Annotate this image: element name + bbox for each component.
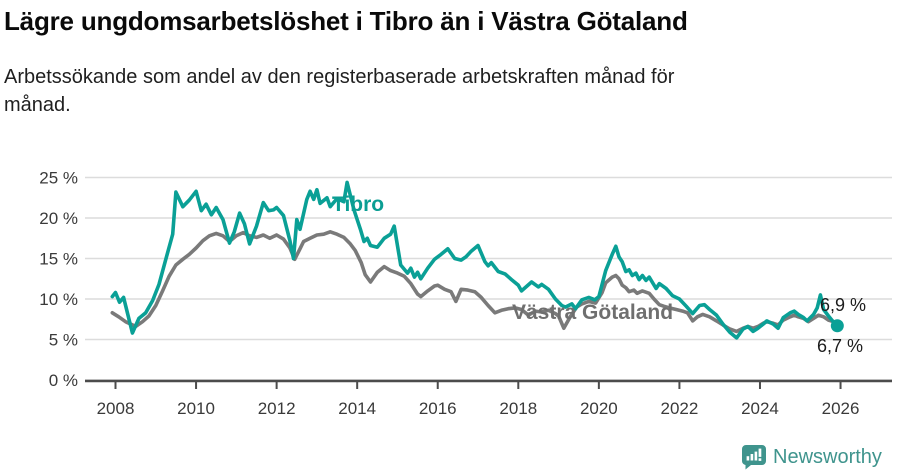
newsworthy-wordmark: Newsworthy	[773, 445, 882, 468]
x-axis-label: 2018	[499, 399, 537, 418]
x-axis-label: 2008	[97, 399, 135, 418]
y-axis-label: 25 %	[39, 169, 78, 188]
x-axis-label: 2010	[177, 399, 215, 418]
series-label-tibro: Tibro	[332, 193, 385, 216]
y-axis-label: 10 %	[39, 290, 78, 309]
series-line-tibro	[110, 180, 840, 340]
end-dot-tibro	[830, 319, 844, 333]
x-axis-label: 2020	[580, 399, 618, 418]
newsworthy-bubble-icon	[741, 445, 766, 470]
x-axis-label: 2022	[661, 399, 699, 418]
chart-subtitle: Arbetssökande som andel av den registerb…	[4, 66, 675, 116]
y-axis-label: 5 %	[49, 331, 78, 350]
y-axis-label: 20 %	[39, 209, 78, 228]
newsworthy-logo: Newsworthy	[741, 444, 882, 470]
x-axis-label: 2024	[741, 399, 779, 418]
x-axis-label: 2012	[258, 399, 296, 418]
page-title: Lägre ungdomsarbetslöshet i Tibro än i V…	[4, 6, 688, 36]
x-axis-label: 2016	[419, 399, 457, 418]
x-axis-label: 2026	[822, 399, 860, 418]
series-label-vastra-gotaland: Västra Götaland	[512, 301, 674, 324]
end-value-tibro: 6,7 %	[817, 336, 864, 356]
y-axis-label: 0 %	[49, 371, 78, 390]
y-axis-label: 15 %	[39, 250, 78, 269]
x-axis-label: 2014	[338, 399, 376, 418]
end-value-vastra-gotaland: 6,9 %	[820, 295, 867, 315]
